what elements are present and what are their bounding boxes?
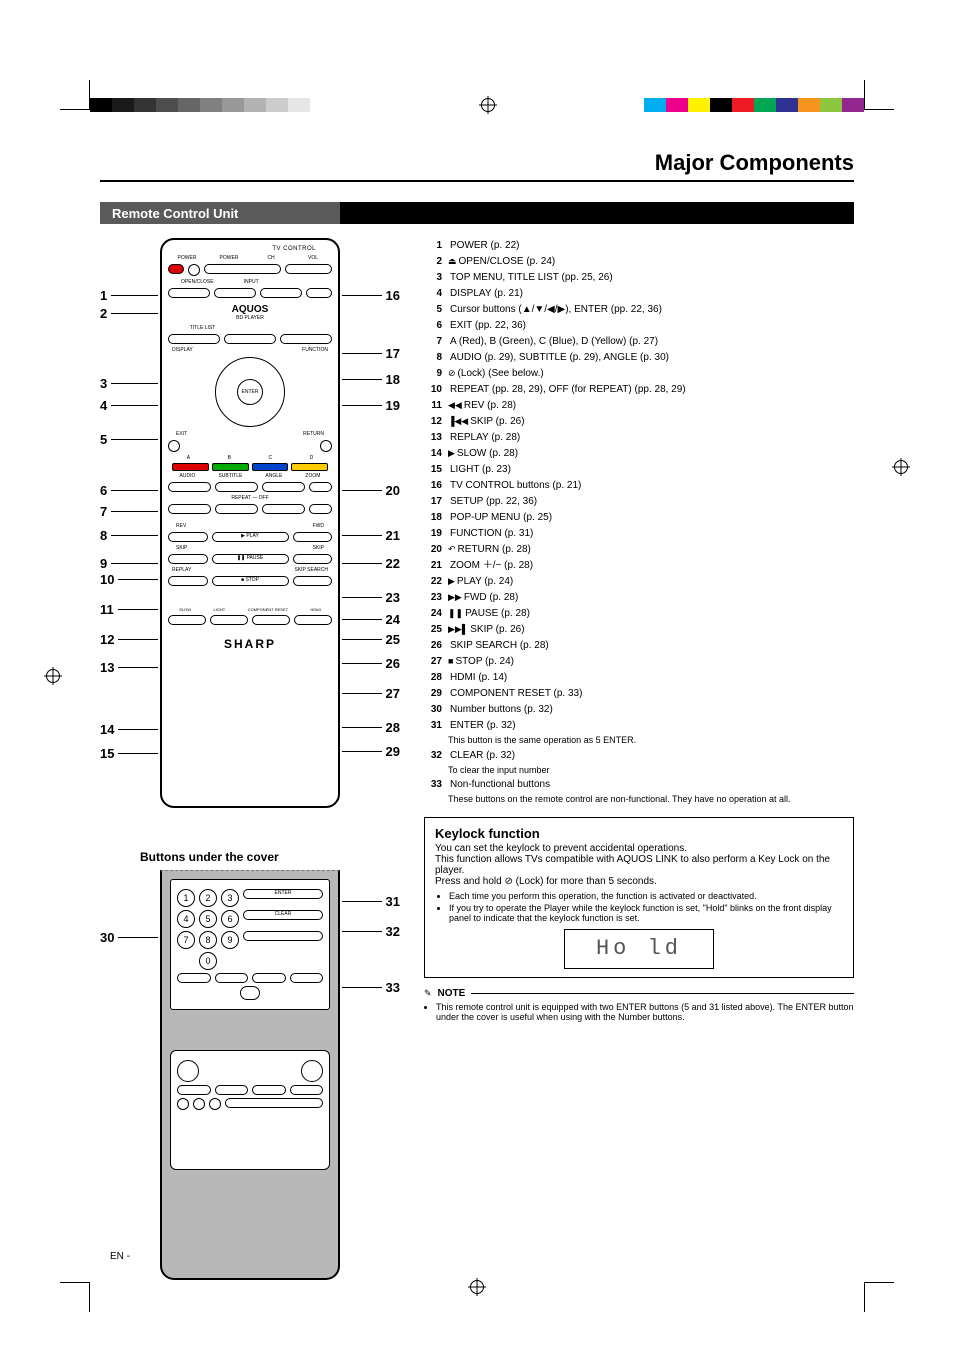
note-icon: ✎ bbox=[424, 988, 432, 999]
keylock-heading: Keylock function bbox=[435, 826, 843, 841]
note-box: ✎ NOTE This remote control unit is equip… bbox=[424, 988, 854, 1022]
color-bar bbox=[644, 98, 864, 112]
component-item-27: 27■STOP (p. 24) bbox=[424, 654, 854, 669]
keylock-box: Keylock function You can set the keylock… bbox=[424, 817, 854, 978]
callout-32: 32 bbox=[342, 924, 400, 939]
component-item-2: 2⏏OPEN/CLOSE (p. 24) bbox=[424, 254, 854, 269]
component-item-20: 20↶RETURN (p. 28) bbox=[424, 542, 854, 557]
registration-mark bbox=[894, 460, 908, 474]
callout-3: 3 bbox=[100, 376, 158, 391]
page-content: Major Components Remote Control Unit TV … bbox=[100, 150, 854, 1252]
callout-2: 2 bbox=[100, 306, 158, 321]
callout-12: 12 bbox=[100, 632, 158, 647]
component-item-12: 12▐◀◀SKIP (p. 26) bbox=[424, 414, 854, 429]
callout-16: 16 bbox=[342, 288, 400, 303]
callout-18: 18 bbox=[342, 372, 400, 387]
remote-diagram: TV CONTROL POWER POWER CH VOL OPEN/CLOSE… bbox=[100, 238, 400, 838]
sharp-logo: SHARP bbox=[168, 637, 332, 651]
callout-5: 5 bbox=[100, 432, 158, 447]
registration-mark bbox=[481, 98, 495, 112]
component-item-3: 3TOP MENU, TITLE LIST (pp. 25, 26) bbox=[424, 270, 854, 285]
component-item-18: 18POP-UP MENU (p. 25) bbox=[424, 510, 854, 525]
buttons-under-cover-heading: Buttons under the cover bbox=[140, 850, 400, 864]
component-item-26: 26SKIP SEARCH (p. 28) bbox=[424, 638, 854, 653]
component-item-13: 13REPLAY (p. 28) bbox=[424, 430, 854, 445]
component-item-17: 17SETUP (pp. 22, 36) bbox=[424, 494, 854, 509]
remote-body: TV CONTROL POWER POWER CH VOL OPEN/CLOSE… bbox=[160, 238, 340, 808]
callout-4: 4 bbox=[100, 398, 158, 413]
crop-mark bbox=[864, 80, 894, 110]
component-item-16: 16TV CONTROL buttons (p. 21) bbox=[424, 478, 854, 493]
callout-15: 15 bbox=[100, 746, 158, 761]
registration-mark bbox=[46, 669, 60, 683]
component-item-9: 9⊘(Lock) (See below.) bbox=[424, 366, 854, 381]
component-list: 1POWER (p. 22)2⏏OPEN/CLOSE (p. 24)3TOP M… bbox=[424, 238, 854, 807]
component-item-28: 28HDMI (p. 14) bbox=[424, 670, 854, 685]
callout-33: 33 bbox=[342, 980, 400, 995]
component-item-1: 1POWER (p. 22) bbox=[424, 238, 854, 253]
cover-diagram: 123ENTER 456CLEAR 789 0 30 313233 bbox=[100, 870, 400, 1290]
print-marks-top bbox=[0, 90, 954, 120]
crop-mark bbox=[864, 1282, 894, 1312]
component-item-8: 8AUDIO (p. 29), SUBTITLE (p. 29), ANGLE … bbox=[424, 350, 854, 365]
left-column: TV CONTROL POWER POWER CH VOL OPEN/CLOSE… bbox=[100, 238, 400, 1290]
component-item-5: 5Cursor buttons (▲/▼/◀/▶), ENTER (pp. 22… bbox=[424, 302, 854, 317]
callout-26: 26 bbox=[342, 656, 400, 671]
callout-25: 25 bbox=[342, 632, 400, 647]
callout-14: 14 bbox=[100, 722, 158, 737]
callout-11: 11 bbox=[100, 602, 158, 617]
callout-27: 27 bbox=[342, 686, 400, 701]
component-item-6: 6EXIT (pp. 22, 36) bbox=[424, 318, 854, 333]
callout-13: 13 bbox=[100, 660, 158, 675]
component-item-33: 33Non-functional buttons bbox=[424, 777, 854, 792]
right-column: 1POWER (p. 22)2⏏OPEN/CLOSE (p. 24)3TOP M… bbox=[424, 238, 854, 1290]
callout-10: 10 bbox=[100, 572, 158, 587]
component-item-25: 25▶▶▌SKIP (p. 26) bbox=[424, 622, 854, 637]
aquos-logo: AQUOS bbox=[168, 304, 332, 315]
callout-6: 6 bbox=[100, 483, 158, 498]
page-title: Major Components bbox=[100, 150, 854, 182]
callout-17: 17 bbox=[342, 346, 400, 361]
note-label: NOTE bbox=[438, 988, 466, 999]
callout-30: 30 bbox=[100, 930, 158, 945]
component-item-14: 14▶SLOW (p. 28) bbox=[424, 446, 854, 461]
component-item-29: 29COMPONENT RESET (p. 33) bbox=[424, 686, 854, 701]
callout-31: 31 bbox=[342, 894, 400, 909]
dpad: ENTER bbox=[215, 357, 285, 427]
callout-29: 29 bbox=[342, 744, 400, 759]
callout-7: 7 bbox=[100, 504, 158, 519]
callout-28: 28 bbox=[342, 720, 400, 735]
callout-1: 1 bbox=[100, 288, 158, 303]
component-item-22: 22▶PLAY (p. 24) bbox=[424, 574, 854, 589]
section-bar: Remote Control Unit bbox=[100, 202, 854, 224]
callout-8: 8 bbox=[100, 528, 158, 543]
component-item-24: 24❚❚PAUSE (p. 28) bbox=[424, 606, 854, 621]
hold-display: Ho ld bbox=[564, 929, 714, 969]
callout-20: 20 bbox=[342, 483, 400, 498]
tv-control-label: TV CONTROL bbox=[168, 246, 332, 252]
callout-21: 21 bbox=[342, 528, 400, 543]
component-item-15: 15LIGHT (p. 23) bbox=[424, 462, 854, 477]
component-item-23: 23▶▶FWD (p. 28) bbox=[424, 590, 854, 605]
callout-19: 19 bbox=[342, 398, 400, 413]
callout-23: 23 bbox=[342, 590, 400, 605]
component-item-30: 30Number buttons (p. 32) bbox=[424, 702, 854, 717]
component-item-7: 7A (Red), B (Green), C (Blue), D (Yellow… bbox=[424, 334, 854, 349]
section-title: Remote Control Unit bbox=[100, 202, 340, 224]
component-item-11: 11◀◀REV (p. 28) bbox=[424, 398, 854, 413]
callout-22: 22 bbox=[342, 556, 400, 571]
component-item-32: 32CLEAR (p. 32) bbox=[424, 748, 854, 763]
component-item-10: 10REPEAT (pp. 28, 29), OFF (for REPEAT) … bbox=[424, 382, 854, 397]
crop-mark bbox=[60, 1282, 90, 1312]
component-item-31: 31ENTER (p. 32) bbox=[424, 718, 854, 733]
callout-24: 24 bbox=[342, 612, 400, 627]
component-item-21: 21ZOOM ＋/− (p. 28) bbox=[424, 558, 854, 573]
callout-9: 9 bbox=[100, 556, 158, 571]
crop-mark bbox=[60, 80, 90, 110]
page-lang-mark: EN - bbox=[110, 1251, 130, 1262]
component-item-19: 19FUNCTION (p. 31) bbox=[424, 526, 854, 541]
grayscale-bar bbox=[90, 98, 332, 112]
component-item-4: 4DISPLAY (p. 21) bbox=[424, 286, 854, 301]
